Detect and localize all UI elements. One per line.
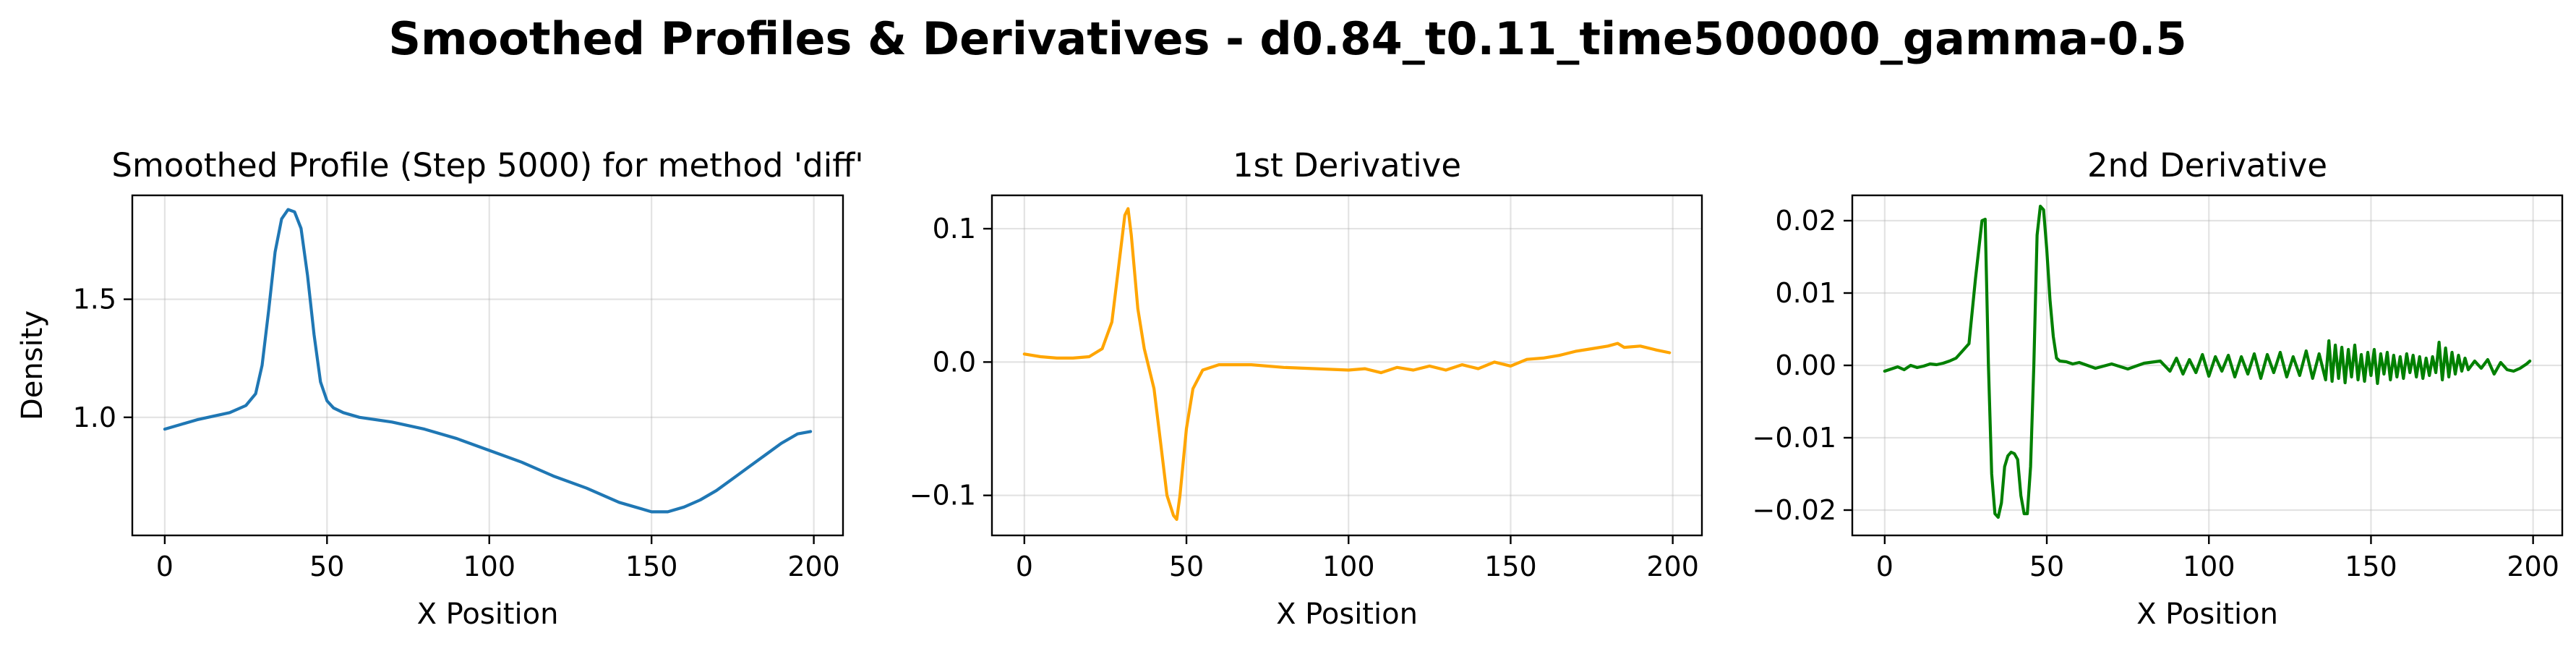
series-line bbox=[163, 208, 813, 514]
panel-title: 1st Derivative bbox=[1233, 146, 1461, 184]
panel-3: 0 50 100 150 200 −0.02 −0.01 0.00 0.01 0.02 2nd De… bbox=[1753, 146, 2564, 631]
x-tick-label: 100 bbox=[1322, 551, 1375, 582]
x-tick-label: 0 bbox=[1876, 551, 1894, 582]
y-tick-label: 0.02 bbox=[1775, 205, 1836, 237]
x-tick-label: 50 bbox=[1169, 551, 1204, 582]
x-tick-label: 100 bbox=[463, 551, 515, 582]
y-axis-label: Density bbox=[16, 310, 49, 420]
x-axis-label: X Position bbox=[1276, 598, 1418, 631]
x-tick-label: 0 bbox=[1016, 551, 1033, 582]
y-tick-label: −0.1 bbox=[910, 480, 976, 512]
y-tick-label: 0.1 bbox=[933, 213, 976, 245]
series-line bbox=[1022, 207, 1672, 522]
panel-title: 2nd Derivative bbox=[2087, 146, 2327, 184]
x-axis-label: X Position bbox=[2136, 598, 2278, 631]
panel-2: 0 50 100 150 200 −0.1 0.0 0.1 1st Derivative X Po… bbox=[910, 146, 1703, 631]
x-axis-label: X Position bbox=[417, 598, 559, 631]
x-tick-label: 100 bbox=[2183, 551, 2235, 582]
panel-1: 0 50 100 150 200 1.0 1.5 Smoothed Profile (Step… bbox=[16, 146, 864, 631]
x-tick-label: 150 bbox=[1484, 551, 1537, 582]
y-tick-label: 0.0 bbox=[933, 346, 976, 378]
x-tick-label: 200 bbox=[2507, 551, 2559, 582]
x-tick-label: 50 bbox=[2029, 551, 2064, 582]
x-tick-label: 0 bbox=[156, 551, 174, 582]
x-tick-label: 150 bbox=[2345, 551, 2397, 582]
y-tick-label: −0.01 bbox=[1753, 422, 1836, 454]
plot-frame bbox=[131, 194, 844, 537]
figure-title: Smoothed Profiles & Derivatives - d0.84_… bbox=[388, 12, 2186, 65]
x-tick-label: 200 bbox=[787, 551, 840, 582]
y-tick-label: 1.0 bbox=[73, 402, 116, 433]
y-tick-label: 0.01 bbox=[1775, 277, 1836, 309]
y-tick-label: 0.00 bbox=[1775, 349, 1836, 381]
panel-title: Smoothed Profile (Step 5000) for method … bbox=[111, 146, 863, 184]
series-line bbox=[1883, 204, 2532, 519]
x-tick-label: 50 bbox=[309, 551, 344, 582]
y-tick-label: 1.5 bbox=[73, 284, 116, 315]
y-tick-label: −0.02 bbox=[1753, 494, 1836, 526]
x-tick-label: 200 bbox=[1646, 551, 1699, 582]
x-tick-label: 150 bbox=[625, 551, 678, 582]
plot-frame bbox=[990, 194, 1703, 537]
